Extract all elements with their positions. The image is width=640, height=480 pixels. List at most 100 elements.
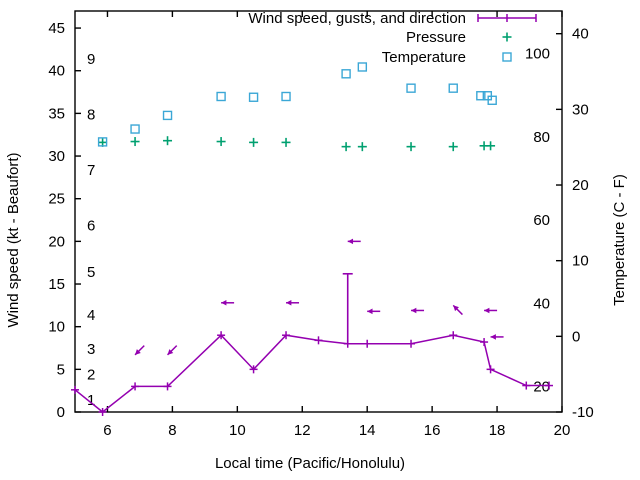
- wind-speed-marker: [163, 382, 172, 391]
- gust-series: [342, 272, 353, 344]
- wind-speed-marker: [343, 339, 352, 348]
- temperature-marker: [476, 91, 486, 101]
- beaufort-label: 6: [87, 217, 95, 234]
- wind-direction-arrow: [367, 308, 381, 315]
- y-tick-label: 40: [48, 63, 65, 80]
- x-axis-ticks: 6 8 10 12 14 16 18 20: [103, 11, 570, 439]
- legend-sample-pressure: [502, 32, 512, 42]
- y2-axis-ticks: -10 0 10 20 30 40: [556, 26, 594, 421]
- y-axis-title: Wind speed (kt - Beaufort): [5, 152, 22, 327]
- pressure-marker: [163, 136, 173, 146]
- pressure-series: [98, 136, 496, 152]
- temperature-marker: [248, 92, 259, 102]
- pressure-marker: [341, 142, 351, 152]
- axis-titles: Wind speed (kt - Beaufort) Temperature (…: [5, 152, 628, 472]
- x-tick-label: 12: [294, 422, 311, 439]
- wind-speed-series: [71, 331, 554, 416]
- wind-speed-marker: [449, 331, 458, 340]
- wind-direction-arrow: [411, 307, 425, 314]
- temperature-marker: [162, 110, 173, 121]
- y-tick-label: 45: [48, 20, 65, 37]
- y2-tick-label: 30: [572, 101, 589, 118]
- x-tick-label: 16: [424, 422, 441, 439]
- temperature-marker: [341, 69, 351, 79]
- pressure-marker: [216, 137, 226, 147]
- temperature-marker: [130, 124, 140, 134]
- temperature-marker: [357, 62, 368, 72]
- y-tick-label: 15: [48, 276, 65, 293]
- y-tick-label: 25: [48, 191, 65, 208]
- legend-label-2: Temperature: [382, 49, 466, 66]
- temperature-marker: [97, 137, 108, 147]
- wind-speed-marker: [480, 338, 489, 347]
- beaufort-label: 5: [87, 264, 95, 281]
- x-tick-label: 6: [103, 422, 111, 439]
- beaufort-label: 8: [87, 106, 95, 123]
- pressure-marker: [249, 137, 259, 147]
- fahrenheit-label: 40: [533, 295, 550, 312]
- temperature-marker: [216, 91, 226, 102]
- wind-speed-marker: [363, 339, 372, 348]
- beaufort-label: 9: [87, 51, 95, 68]
- pressure-marker: [486, 141, 496, 151]
- temperature-marker: [448, 83, 458, 93]
- fahrenheit-label: 80: [533, 129, 550, 146]
- wind-speed-marker: [486, 365, 495, 374]
- x-tick-label: 14: [359, 422, 376, 439]
- y2-tick-label: 20: [572, 177, 589, 194]
- legend-sample-wind: [477, 14, 537, 22]
- y2-axis-title: Temperature (C - F): [611, 174, 628, 306]
- y2-tick-label: 0: [572, 328, 580, 345]
- x-axis-title: Local time (Pacific/Honolulu): [215, 455, 405, 472]
- wind-direction-arrow: [166, 345, 178, 356]
- legend-sample-temperature: [502, 52, 512, 62]
- y-tick-label: 10: [48, 319, 65, 336]
- wind-direction-arrow: [286, 300, 300, 306]
- wind-speed-marker: [282, 331, 291, 340]
- wind-speed-marker: [522, 381, 531, 390]
- beaufort-label: 2: [87, 367, 95, 384]
- wind-speed-marker: [131, 382, 140, 391]
- legend-label-1: Pressure: [406, 29, 466, 46]
- y2-tick-label: 40: [572, 26, 589, 43]
- wind-direction-arrow: [347, 238, 361, 245]
- wind-direction-arrow: [452, 304, 463, 316]
- fahrenheit-label: 60: [533, 212, 550, 229]
- beaufort-label: 7: [87, 162, 95, 179]
- wind-direction-arrow: [484, 307, 498, 314]
- wind-speed-marker: [217, 331, 226, 340]
- x-tick-label: 18: [489, 422, 506, 439]
- wind-speed-marker: [545, 381, 554, 390]
- pressure-marker: [448, 142, 458, 152]
- chart-legend: Wind speed, gusts, and direction Pressure…: [248, 10, 537, 66]
- pressure-marker: [357, 142, 367, 152]
- y-tick-label: 0: [57, 404, 65, 421]
- pressure-marker: [130, 137, 140, 147]
- beaufort-scale-labels: 1 2 3 4 5 6 7 8 9: [87, 51, 95, 409]
- y-tick-label: 30: [48, 148, 65, 165]
- wind-speed-line: [74, 334, 550, 413]
- y-axis-ticks: 0 5 10 15 20 25 30 35 40 45: [48, 20, 81, 421]
- beaufort-label: 1: [87, 392, 95, 409]
- wind-speed-marker: [407, 339, 416, 348]
- wind-speed-marker: [249, 365, 258, 374]
- fahrenheit-label: 100: [525, 46, 550, 63]
- pressure-marker: [281, 137, 291, 147]
- temperature-marker: [281, 91, 291, 102]
- wind-direction-arrow: [490, 334, 504, 340]
- beaufort-label: 3: [87, 341, 95, 358]
- wind-direction-arrow: [221, 300, 235, 306]
- x-tick-label: 8: [168, 422, 176, 439]
- y2-tick-label: -10: [572, 404, 594, 421]
- wind-direction-arrow: [134, 345, 145, 356]
- wind-speed-marker: [314, 336, 323, 345]
- pressure-marker: [406, 142, 416, 152]
- y-tick-label: 20: [48, 233, 65, 250]
- legend-label-0: Wind speed, gusts, and direction: [248, 10, 466, 27]
- wind-speed-marker: [71, 385, 79, 394]
- temperature-marker: [406, 83, 416, 93]
- gust-bar: [342, 272, 353, 344]
